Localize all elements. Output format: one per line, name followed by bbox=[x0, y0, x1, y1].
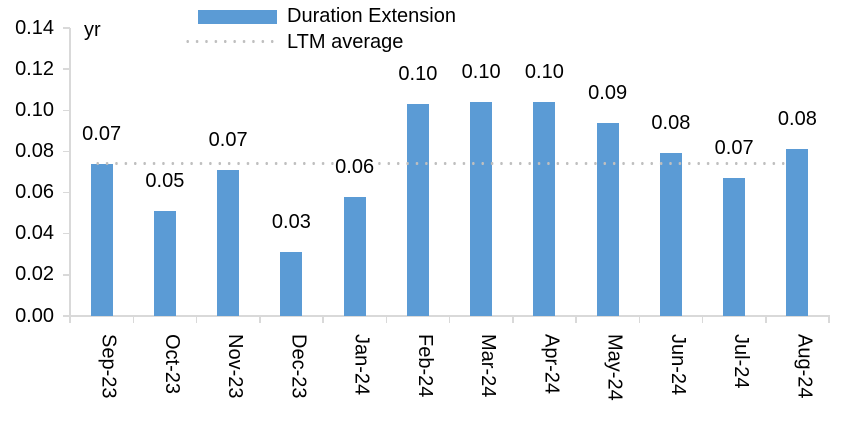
bar-data-label: 0.07 bbox=[712, 137, 756, 161]
x-axis-tick bbox=[575, 317, 577, 323]
x-axis-tick bbox=[512, 317, 514, 323]
bar-data-label: 0.06 bbox=[333, 155, 377, 179]
x-axis-tick bbox=[828, 317, 830, 323]
x-axis-line bbox=[69, 315, 830, 317]
x-tick-label: Aug-24 bbox=[793, 334, 816, 399]
bar bbox=[343, 196, 366, 316]
x-tick-label: May-24 bbox=[603, 334, 626, 401]
y-axis-tick bbox=[63, 232, 70, 235]
x-axis-tick bbox=[638, 317, 640, 323]
x-axis-tick bbox=[132, 317, 134, 323]
x-tick-label: Feb-24 bbox=[413, 334, 436, 398]
x-tick-label: Dec-23 bbox=[287, 334, 310, 399]
ltm-average-line bbox=[92, 162, 791, 166]
x-tick-label: Nov-23 bbox=[224, 334, 247, 399]
legend-label-ltm-average: LTM average bbox=[287, 31, 404, 53]
bar-data-label: 0.09 bbox=[586, 81, 630, 105]
x-tick-label: Sep-23 bbox=[97, 334, 120, 399]
y-tick-label: 0.14 bbox=[15, 16, 54, 39]
x-axis-tick bbox=[322, 317, 324, 323]
y-tick-label: 0.02 bbox=[15, 263, 54, 286]
bar-data-label: 0.07 bbox=[206, 128, 250, 152]
bar bbox=[659, 153, 682, 316]
bar bbox=[723, 178, 746, 316]
y-tick-label: 0.12 bbox=[15, 57, 54, 80]
bar bbox=[406, 104, 429, 316]
x-axis-tick bbox=[385, 317, 387, 323]
y-axis-unit-label: yr bbox=[84, 19, 101, 41]
x-axis-tick bbox=[195, 317, 198, 323]
y-axis-tick bbox=[63, 27, 70, 29]
bar bbox=[280, 252, 303, 316]
bar bbox=[596, 122, 619, 316]
bar bbox=[470, 102, 493, 316]
x-tick-label: Mar-24 bbox=[477, 334, 500, 398]
bar-data-label: 0.05 bbox=[143, 170, 187, 194]
legend-label-duration-extension: Duration Extension bbox=[287, 5, 456, 27]
bar-data-label: 0.03 bbox=[269, 211, 313, 235]
x-axis-tick bbox=[259, 317, 261, 323]
bar-data-label: 0.08 bbox=[775, 108, 819, 132]
y-axis-tick bbox=[63, 274, 70, 276]
x-tick-label: Jun-24 bbox=[666, 334, 689, 396]
y-tick-label: 0.08 bbox=[15, 139, 54, 162]
bar bbox=[153, 211, 176, 316]
y-axis-line bbox=[69, 28, 71, 318]
x-axis-tick bbox=[69, 317, 71, 323]
x-axis-tick bbox=[448, 317, 451, 323]
x-tick-label: Jul-24 bbox=[730, 334, 753, 389]
bar bbox=[217, 169, 240, 316]
y-axis-tick bbox=[63, 109, 70, 112]
legend-dotted-line-swatch-icon bbox=[183, 40, 278, 43]
legend-bar-swatch-icon bbox=[198, 10, 277, 24]
bar-data-label: 0.10 bbox=[522, 61, 566, 85]
x-tick-label: Apr-24 bbox=[540, 334, 563, 395]
bar-data-label: 0.10 bbox=[396, 63, 440, 87]
y-axis-tick bbox=[63, 68, 70, 70]
y-tick-label: 0.06 bbox=[15, 181, 54, 204]
bar bbox=[90, 163, 113, 316]
x-tick-label: Oct-23 bbox=[160, 334, 183, 395]
bar-data-label: 0.07 bbox=[80, 122, 124, 146]
y-axis-tick bbox=[63, 150, 70, 153]
y-axis-tick bbox=[63, 315, 70, 317]
bar-data-label: 0.10 bbox=[459, 61, 503, 85]
y-tick-label: 0.10 bbox=[15, 98, 54, 121]
x-axis-tick bbox=[765, 317, 767, 323]
y-tick-label: 0.00 bbox=[15, 304, 54, 327]
bar bbox=[786, 149, 809, 316]
x-tick-label: Jan-24 bbox=[350, 334, 373, 396]
x-axis-tick bbox=[701, 317, 704, 323]
bar bbox=[533, 102, 556, 316]
y-tick-label: 0.04 bbox=[15, 222, 54, 245]
bar-data-label: 0.08 bbox=[649, 112, 693, 136]
y-axis-tick bbox=[63, 191, 70, 194]
